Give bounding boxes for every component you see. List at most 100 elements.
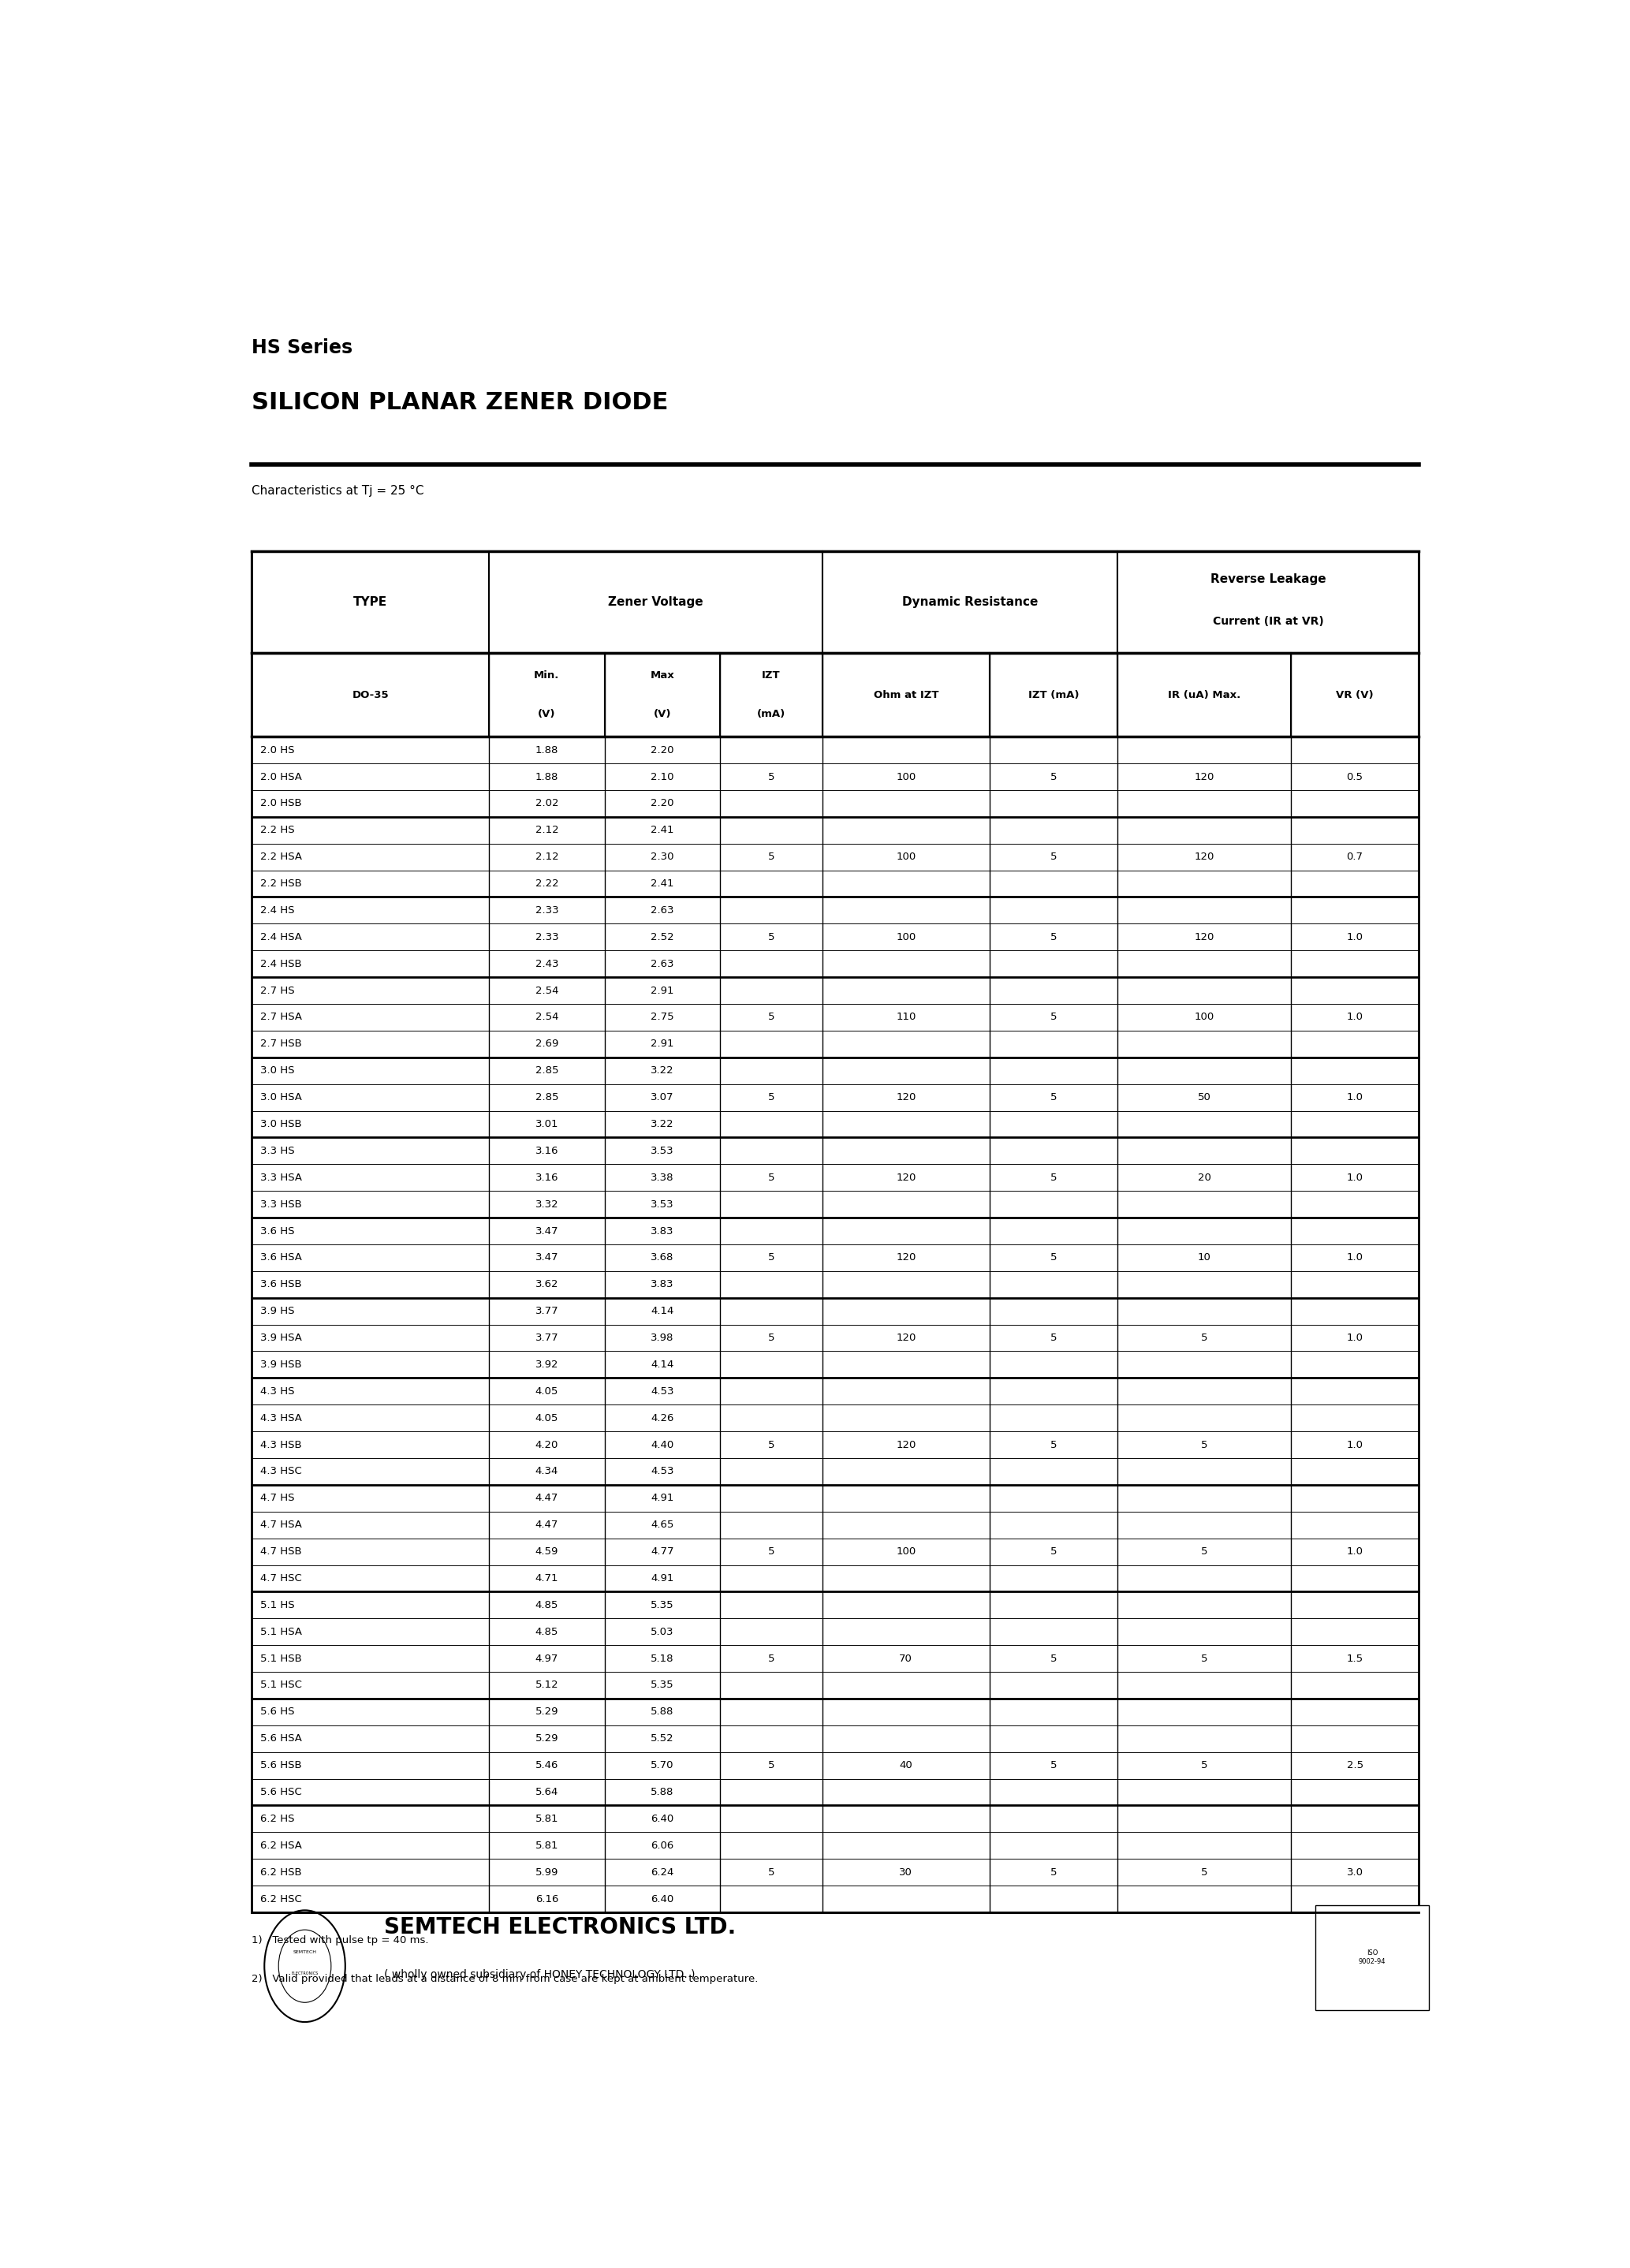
Bar [989,1510,1118,1538]
Bar [823,844,989,871]
Bar [251,737,1420,764]
Bar [1291,1565,1420,1592]
Bar [489,950,605,978]
Text: 3.3 HS: 3.3 HS [261,1145,295,1157]
Text: 5: 5 [1050,1547,1056,1556]
Text: 3.9 HSA: 3.9 HSA [261,1334,302,1343]
Bar [1118,871,1291,898]
Text: 2.54: 2.54 [535,984,559,996]
Text: 5: 5 [1050,1334,1056,1343]
Bar [605,764,720,789]
Bar [489,1379,605,1404]
Bar [251,1218,489,1245]
Text: 5: 5 [1050,1012,1056,1023]
Bar [823,1565,989,1592]
Bar [251,551,489,653]
Bar [823,1325,989,1352]
Text: 100: 100 [896,932,916,941]
Text: 5.52: 5.52 [650,1733,673,1744]
Bar [251,1805,489,1833]
Text: 5: 5 [768,771,774,782]
Bar [489,737,605,764]
Bar [605,737,720,764]
Bar [1291,1057,1420,1084]
Bar [251,1139,489,1163]
Text: 4.7 HSB: 4.7 HSB [261,1547,302,1556]
Bar [251,1325,489,1352]
Bar [720,1297,823,1325]
Text: 5: 5 [1201,1653,1208,1665]
Bar [1118,551,1420,653]
Bar [251,1592,489,1619]
Text: 4.20: 4.20 [535,1440,559,1449]
Text: SILICON PLANAR ZENER DIODE: SILICON PLANAR ZENER DIODE [251,390,668,413]
Text: 1.88: 1.88 [535,744,559,755]
Bar [251,898,489,923]
Bar [251,1538,1420,1565]
Text: 120: 120 [1195,853,1214,862]
Text: 4.97: 4.97 [535,1653,559,1665]
Bar [1291,1885,1420,1912]
Bar [720,816,823,844]
Text: 3.3 HSA: 3.3 HSA [261,1173,303,1182]
Bar [605,1352,720,1379]
Text: 5.88: 5.88 [650,1787,673,1796]
Bar [720,923,823,950]
Text: 5.6 HS: 5.6 HS [261,1708,295,1717]
Bar [605,1084,720,1111]
Bar [1118,1885,1291,1912]
Bar [720,1592,823,1619]
Bar [1118,1218,1291,1245]
Text: 4.59: 4.59 [535,1547,559,1556]
Text: 2.30: 2.30 [650,853,673,862]
Text: 2.2 HSA: 2.2 HSA [261,853,303,862]
Bar [489,1218,605,1245]
Bar [823,816,989,844]
Bar [251,1379,1420,1404]
Bar [489,1778,605,1805]
Text: 5: 5 [1201,1547,1208,1556]
Text: 5: 5 [1050,1173,1056,1182]
Text: 2.75: 2.75 [650,1012,673,1023]
Text: 2.7 HSB: 2.7 HSB [261,1039,302,1050]
Bar [251,653,1420,737]
Bar [823,1005,989,1030]
Text: 6.24: 6.24 [650,1867,673,1878]
Bar [989,1778,1118,1805]
Text: 120: 120 [896,1252,916,1263]
Bar [1118,978,1291,1005]
Bar [605,1565,720,1592]
Bar [1118,1510,1291,1538]
Bar [989,923,1118,950]
Bar [823,1672,989,1699]
Bar [251,1619,489,1644]
Bar [823,923,989,950]
Bar [989,1458,1118,1486]
Bar [251,844,1420,871]
Bar [823,1458,989,1486]
Bar [489,1538,605,1565]
Bar [720,1245,823,1270]
Bar [605,1191,720,1218]
Text: 2.7 HSA: 2.7 HSA [261,1012,303,1023]
Text: 5.81: 5.81 [535,1814,559,1823]
Bar [1118,950,1291,978]
Bar [489,1163,605,1191]
Bar [1118,1565,1291,1592]
Text: 120: 120 [896,1173,916,1182]
Bar [251,871,1420,898]
Text: 2.02: 2.02 [535,798,559,810]
Text: 3.07: 3.07 [650,1093,673,1102]
Text: 30: 30 [900,1867,913,1878]
Bar [251,950,1420,978]
Bar [489,1270,605,1297]
Bar [720,1431,823,1458]
Bar [1291,1218,1420,1245]
Text: 5: 5 [1201,1440,1208,1449]
Bar [989,1805,1118,1833]
Bar [720,1005,823,1030]
Bar [720,1833,823,1860]
Bar [489,1885,605,1912]
Bar [605,1885,720,1912]
Bar [823,1431,989,1458]
